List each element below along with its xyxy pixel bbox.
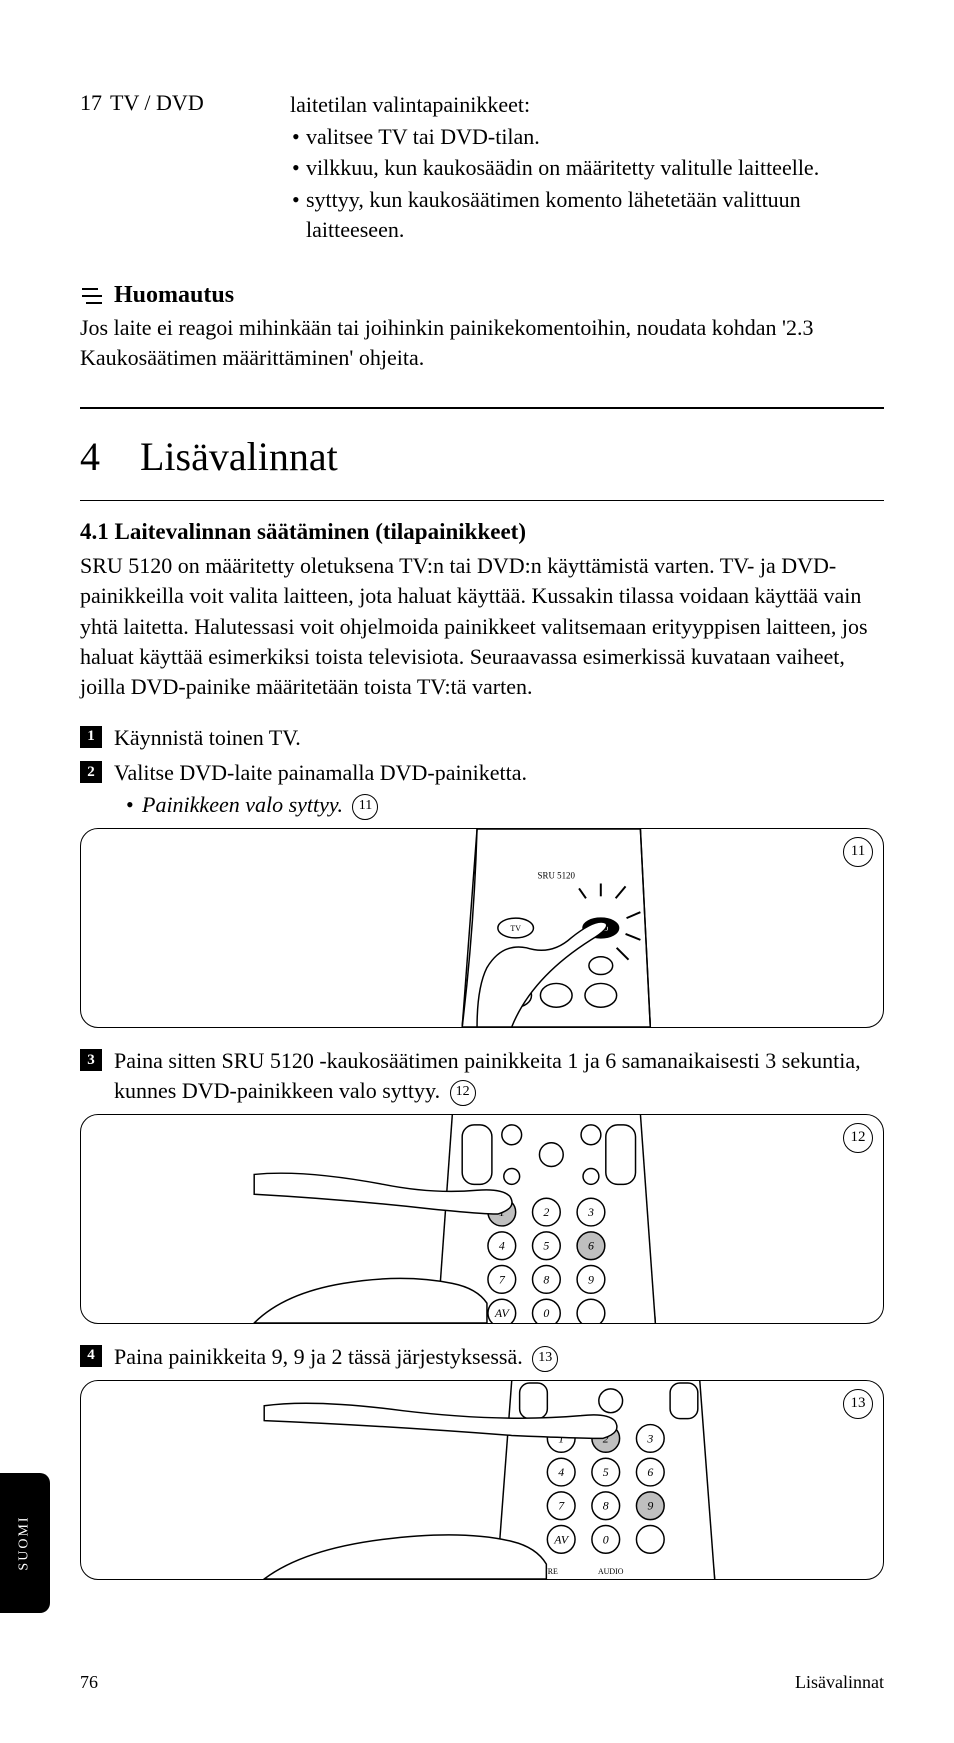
step-text: Paina sitten SRU 5120 -kaukosäätimen pai… [114,1048,861,1103]
figure-label: 12 [843,1123,873,1153]
subsection-body: SRU 5120 on määritetty oletuksena TV:n t… [80,551,884,703]
footer-section: Lisävalinnat [795,1672,884,1693]
step-text: Valitse DVD-laite painamalla DVD-painike… [114,760,527,785]
bullet-dot: • [290,122,306,152]
page-content: 17 TV / DVD laitetilan valintapainikkeet… [0,0,954,1658]
bullet-item: • vilkkuu, kun kaukosäädin on määritetty… [290,153,884,183]
remote-illustration: SRU 5120 TV DVD [81,829,883,1027]
step-sub-label: Painikkeen valo syttyy. [142,792,343,817]
rule-heavy [80,407,884,409]
svg-text:SRU 5120: SRU 5120 [538,870,576,880]
svg-text:9: 9 [647,1498,653,1512]
definition-body: laitetilan valintapainikkeet: • valitsee… [290,90,884,244]
section-title: Lisävalinnat [140,433,338,480]
step-text: Käynnistä toinen TV. [114,723,884,753]
figure-label: 13 [843,1389,873,1419]
bullet-item: • syttyy, kun kaukosäätimen komento lähe… [290,185,884,244]
svg-text:9: 9 [588,1272,594,1286]
step-text: Paina painikkeita 9, 9 ja 2 tässä järjes… [114,1344,523,1369]
section-heading: 4 Lisävalinnat [80,433,884,480]
svg-text:0: 0 [603,1532,609,1546]
definition-number: 17 [80,90,110,244]
figure: 11 SRU 5120 TV DVD [80,828,884,1028]
step-number: 1 [80,726,102,748]
language-tab: SUOMI [0,1473,50,1613]
step-body: Valitse DVD-laite painamalla DVD-painike… [114,758,884,820]
bullet-dot: • [114,790,142,820]
bullet-item: • valitsee TV tai DVD-tilan. [290,122,884,152]
note-heading: Huomautus [80,282,884,309]
step-number: 3 [80,1049,102,1071]
figure-label: 11 [843,837,873,867]
bullet-text: vilkkuu, kun kaukosäädin on määritetty v… [306,153,884,183]
svg-text:TV: TV [510,924,521,933]
definition-row: 17 TV / DVD laitetilan valintapainikkeet… [80,90,884,244]
svg-text:8: 8 [543,1272,549,1286]
step-item: 1 Käynnistä toinen TV. [80,723,884,753]
remote-illustration: 123 456 789 AV0 PICTURE AUDIO [81,1381,883,1579]
svg-text:3: 3 [646,1431,653,1445]
section-number: 4 [80,433,100,480]
svg-text:4: 4 [558,1465,564,1479]
svg-text:AV: AV [494,1306,511,1320]
svg-text:5: 5 [543,1238,549,1252]
page-number: 76 [80,1672,98,1693]
note-title: Huomautus [114,282,234,309]
svg-text:0: 0 [543,1306,549,1320]
page-footer: 76 Lisävalinnat [80,1672,884,1693]
svg-text:AUDIO: AUDIO [598,1567,624,1576]
step-body: Paina sitten SRU 5120 -kaukosäätimen pai… [114,1046,884,1106]
definition-term: TV / DVD [110,90,290,244]
definition-lead: laitetilan valintapainikkeet: [290,90,884,120]
bullet-dot: • [290,153,306,183]
step-sub-text: Painikkeen valo syttyy. 11 [142,790,884,820]
step-body: Paina painikkeita 9, 9 ja 2 tässä järjes… [114,1342,884,1372]
svg-text:3: 3 [587,1205,594,1219]
remote-illustration: 123 456 789 AV0 [81,1115,883,1323]
svg-text:6: 6 [588,1238,594,1252]
svg-text:2: 2 [543,1205,549,1219]
figure: 12 [80,1114,884,1324]
bullet-text: valitsee TV tai DVD-tilan. [306,122,884,152]
step-number: 2 [80,761,102,783]
step-item: 2 Valitse DVD-laite painamalla DVD-paini… [80,758,884,820]
svg-text:4: 4 [499,1238,505,1252]
step-sub: • Painikkeen valo syttyy. 11 [114,790,884,820]
step-number: 4 [80,1345,102,1367]
figure-ref: 12 [450,1080,476,1106]
bullet-dot: • [290,185,306,244]
note-text: Jos laite ei reagoi mihinkään tai joihin… [80,313,884,372]
svg-text:8: 8 [603,1498,609,1512]
language-tab-label: SUOMI [17,1515,33,1570]
svg-text:5: 5 [603,1465,609,1479]
subsection-title: 4.1 Laitevalinnan säätäminen (tilapainik… [80,519,884,545]
figure-ref: 13 [532,1346,558,1372]
figure: 13 [80,1380,884,1580]
figure-ref: 11 [352,794,378,820]
step-item: 4 Paina painikkeita 9, 9 ja 2 tässä järj… [80,1342,884,1372]
bullet-text: syttyy, kun kaukosäätimen komento lähete… [306,185,884,244]
svg-text:6: 6 [647,1465,653,1479]
svg-text:AV: AV [553,1532,570,1546]
rule-thin [80,500,884,501]
step-item: 3 Paina sitten SRU 5120 -kaukosäätimen p… [80,1046,884,1106]
note-block: Huomautus Jos laite ei reagoi mihinkään … [80,282,884,372]
note-icon [80,285,104,307]
